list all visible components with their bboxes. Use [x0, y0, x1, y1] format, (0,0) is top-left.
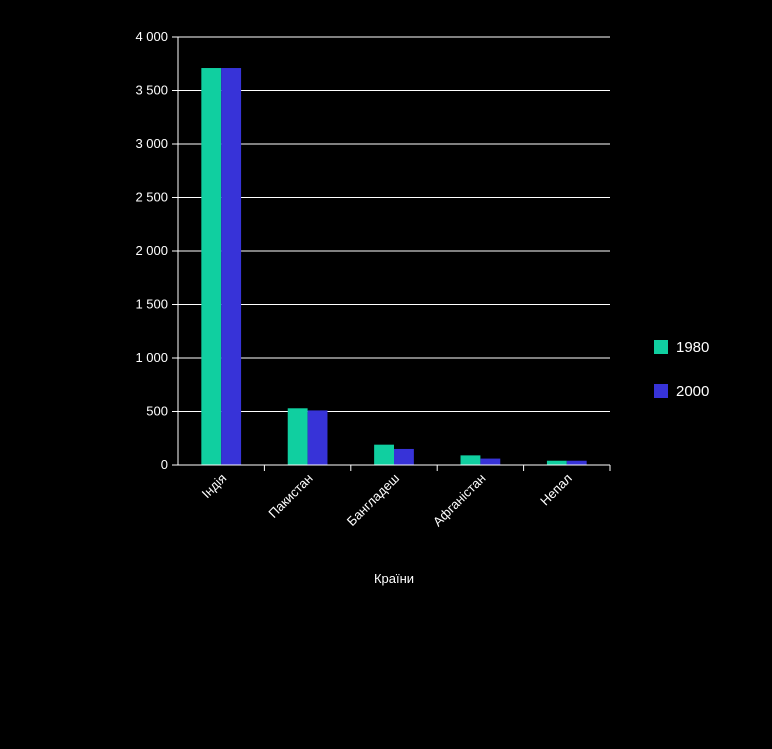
y-tick-label: 1 000	[135, 350, 168, 365]
bar-1980-3	[461, 455, 481, 465]
y-tick-label: 2 000	[135, 243, 168, 258]
legend-swatch-2000	[654, 384, 668, 398]
y-tick-label: 2 500	[135, 190, 168, 205]
bar-1980-4	[547, 461, 567, 465]
y-tick-label: 3 000	[135, 136, 168, 151]
x-axis-title: Країни	[374, 571, 414, 586]
bar-2000-1	[308, 410, 328, 465]
legend-label-2000: 2000	[676, 383, 709, 400]
y-tick-label: 1 500	[135, 297, 168, 312]
y-tick-label: 4 000	[135, 29, 168, 44]
bar-1980-0	[201, 68, 221, 465]
x-tick-label: Індія	[199, 471, 230, 502]
y-tick-label: 0	[161, 457, 168, 472]
x-tick-label: Пакистан	[265, 471, 315, 521]
bar-chart: 0 500 1 000 1 500 2 000 2 500 3 000 3 500 4 000 І…	[0, 0, 772, 749]
bar-2000-4	[567, 461, 587, 465]
bar-1980-2	[374, 445, 394, 465]
x-tick-label: Бангладеш	[344, 471, 402, 529]
bar-2000-3	[480, 459, 500, 465]
legend-label-1980: 1980	[676, 339, 709, 356]
legend-swatch-1980	[654, 340, 668, 354]
bar-2000-2	[394, 449, 414, 465]
y-tick-label: 500	[146, 404, 168, 419]
bar-2000-0	[221, 68, 241, 465]
y-tick-label: 3 500	[135, 83, 168, 98]
x-tick-label: Непал	[537, 471, 575, 509]
x-tick-label: Афганістан	[430, 471, 489, 530]
bar-1980-1	[288, 408, 308, 465]
